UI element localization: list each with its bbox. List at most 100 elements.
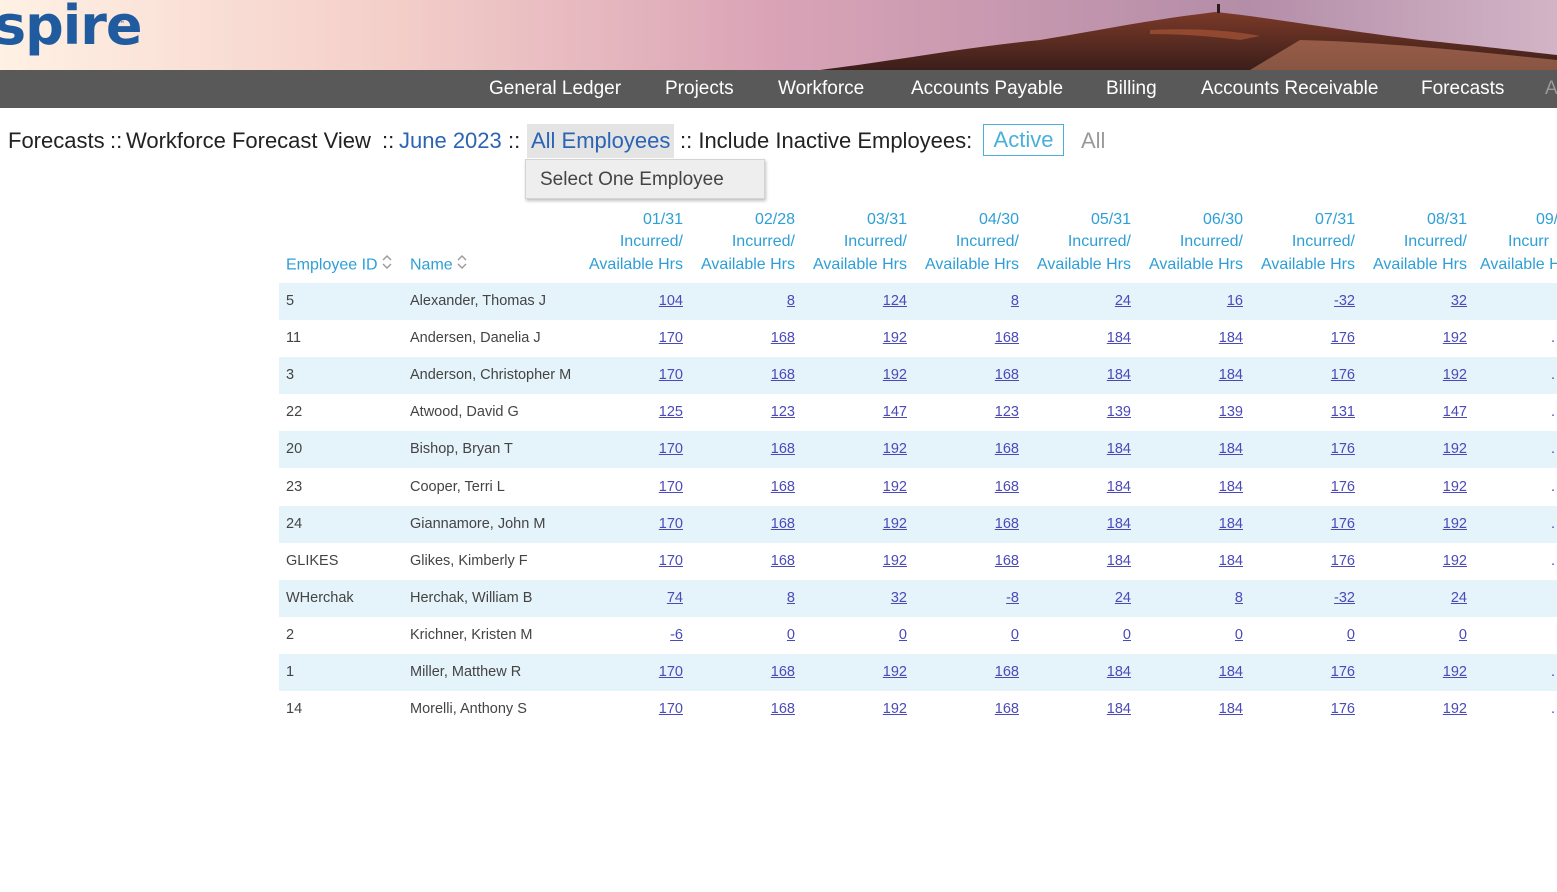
- month-header-date[interactable]: 05/31: [1090, 211, 1131, 228]
- hours-value-link[interactable]: 170: [658, 516, 683, 532]
- employee-dropdown-option[interactable]: Select One Employee: [525, 159, 765, 199]
- nav-forecasts[interactable]: Forecasts: [1421, 78, 1505, 99]
- hours-value-link[interactable]: 184: [1106, 479, 1131, 495]
- hours-value-link[interactable]: 184: [1218, 516, 1243, 532]
- hours-value-truncated[interactable]: .: [1550, 367, 1555, 383]
- hours-value-link[interactable]: 192: [882, 479, 907, 495]
- hours-value-truncated[interactable]: .: [1550, 479, 1555, 495]
- month-header-date[interactable]: 07/31: [1314, 211, 1355, 228]
- hours-value-link[interactable]: 192: [1442, 367, 1467, 383]
- hours-value-link[interactable]: 147: [882, 404, 907, 420]
- hours-value-link[interactable]: 192: [1442, 701, 1467, 717]
- hours-value-truncated[interactable]: .: [1550, 516, 1555, 532]
- month-header-date[interactable]: 04/30: [978, 211, 1019, 228]
- hours-value-link[interactable]: 168: [770, 367, 795, 383]
- hours-value-link[interactable]: 176: [1330, 553, 1355, 569]
- hours-value-link[interactable]: 8: [786, 590, 795, 606]
- hours-value-link[interactable]: 192: [1442, 479, 1467, 495]
- hours-value-link[interactable]: 131: [1330, 404, 1355, 420]
- hours-value-link[interactable]: 192: [1442, 330, 1467, 346]
- hours-value-truncated[interactable]: .: [1550, 664, 1555, 680]
- hours-value-link[interactable]: 184: [1218, 441, 1243, 457]
- hours-value-link[interactable]: 184: [1106, 441, 1131, 457]
- hours-value-link[interactable]: 170: [658, 664, 683, 680]
- hours-value-link[interactable]: 168: [770, 479, 795, 495]
- hours-value-link[interactable]: 192: [882, 553, 907, 569]
- hours-value-link[interactable]: 0: [1122, 627, 1131, 643]
- hours-value-link[interactable]: 168: [770, 701, 795, 717]
- hours-value-link[interactable]: 192: [1442, 664, 1467, 680]
- hours-value-link[interactable]: 176: [1330, 330, 1355, 346]
- hours-value-link[interactable]: 123: [994, 404, 1019, 420]
- name-column-header[interactable]: Name: [410, 254, 468, 277]
- hours-value-truncated[interactable]: .: [1550, 404, 1555, 420]
- hours-value-link[interactable]: 74: [666, 590, 683, 606]
- hours-value-link[interactable]: 8: [1234, 590, 1243, 606]
- hours-value-link[interactable]: 176: [1330, 479, 1355, 495]
- hours-value-link[interactable]: 168: [994, 516, 1019, 532]
- hours-value-link[interactable]: 168: [770, 516, 795, 532]
- month-header-date[interactable]: 03/31: [866, 211, 907, 228]
- hours-value-link[interactable]: 184: [1218, 664, 1243, 680]
- hours-value-link[interactable]: 192: [882, 701, 907, 717]
- month-header-date[interactable]: 06/30: [1202, 211, 1243, 228]
- nav-general-ledger[interactable]: General Ledger: [489, 78, 622, 99]
- month-header-date[interactable]: 02/28: [754, 211, 795, 228]
- sort-icon[interactable]: [381, 254, 393, 277]
- hours-value-link[interactable]: 192: [882, 441, 907, 457]
- active-toggle-button[interactable]: Active: [983, 124, 1064, 156]
- hours-value-link[interactable]: -8: [1006, 590, 1019, 606]
- hours-value-link[interactable]: 184: [1106, 516, 1131, 532]
- hours-value-link[interactable]: 123: [770, 404, 795, 420]
- hours-value-link[interactable]: 184: [1106, 330, 1131, 346]
- hours-value-link[interactable]: 176: [1330, 367, 1355, 383]
- hours-value-truncated[interactable]: .: [1550, 330, 1555, 346]
- hours-value-link[interactable]: 192: [882, 664, 907, 680]
- hours-value-link[interactable]: 0: [786, 627, 795, 643]
- hours-value-link[interactable]: 168: [994, 330, 1019, 346]
- employee-id-column-header[interactable]: Employee ID: [286, 254, 393, 277]
- hours-value-link[interactable]: 0: [1234, 627, 1243, 643]
- hours-value-link[interactable]: 0: [1346, 627, 1355, 643]
- month-header-date[interactable]: 09/: [1536, 211, 1557, 228]
- hours-value-link[interactable]: 170: [658, 701, 683, 717]
- hours-value-link[interactable]: 0: [1010, 627, 1019, 643]
- sort-icon[interactable]: [456, 254, 468, 277]
- hours-value-link[interactable]: 125: [658, 404, 683, 420]
- hours-value-link[interactable]: 104: [658, 293, 683, 309]
- hours-value-link[interactable]: 124: [882, 293, 907, 309]
- hours-value-link[interactable]: 184: [1218, 330, 1243, 346]
- hours-value-link[interactable]: 168: [770, 664, 795, 680]
- nav-accounts-payable[interactable]: Accounts Payable: [911, 78, 1064, 99]
- hours-value-link[interactable]: 147: [1442, 404, 1467, 420]
- hours-value-link[interactable]: 168: [994, 441, 1019, 457]
- hours-value-link[interactable]: 168: [994, 701, 1019, 717]
- hours-value-link[interactable]: 184: [1218, 553, 1243, 569]
- hours-value-link[interactable]: 168: [770, 441, 795, 457]
- nav-workforce[interactable]: Workforce: [778, 78, 865, 99]
- hours-value-link[interactable]: 170: [658, 330, 683, 346]
- employee-selector-button[interactable]: All Employees: [527, 124, 675, 158]
- hours-value-link[interactable]: 139: [1106, 404, 1131, 420]
- hours-value-truncated[interactable]: .: [1550, 553, 1555, 569]
- hours-value-link[interactable]: 176: [1330, 516, 1355, 532]
- hours-value-link[interactable]: 184: [1218, 701, 1243, 717]
- hours-value-link[interactable]: 184: [1218, 479, 1243, 495]
- hours-value-link[interactable]: 24: [1114, 293, 1131, 309]
- hours-value-link[interactable]: 184: [1106, 367, 1131, 383]
- hours-value-link[interactable]: 192: [882, 367, 907, 383]
- hours-value-link[interactable]: 24: [1114, 590, 1131, 606]
- hours-value-link[interactable]: 192: [1442, 553, 1467, 569]
- hours-value-truncated[interactable]: .: [1550, 701, 1555, 717]
- hours-value-link[interactable]: 0: [898, 627, 907, 643]
- nav-accounts-receivable[interactable]: Accounts Receivable: [1201, 78, 1379, 99]
- nav-billing[interactable]: Billing: [1106, 78, 1157, 99]
- hours-value-link[interactable]: 192: [1442, 441, 1467, 457]
- hours-value-link[interactable]: 176: [1330, 701, 1355, 717]
- all-toggle-button[interactable]: All: [1081, 128, 1106, 153]
- hours-value-link[interactable]: 32: [1450, 293, 1467, 309]
- hours-value-link[interactable]: 170: [658, 553, 683, 569]
- period-selector-link[interactable]: June 2023: [399, 128, 502, 153]
- hours-value-link[interactable]: 192: [882, 330, 907, 346]
- hours-value-link[interactable]: 176: [1330, 664, 1355, 680]
